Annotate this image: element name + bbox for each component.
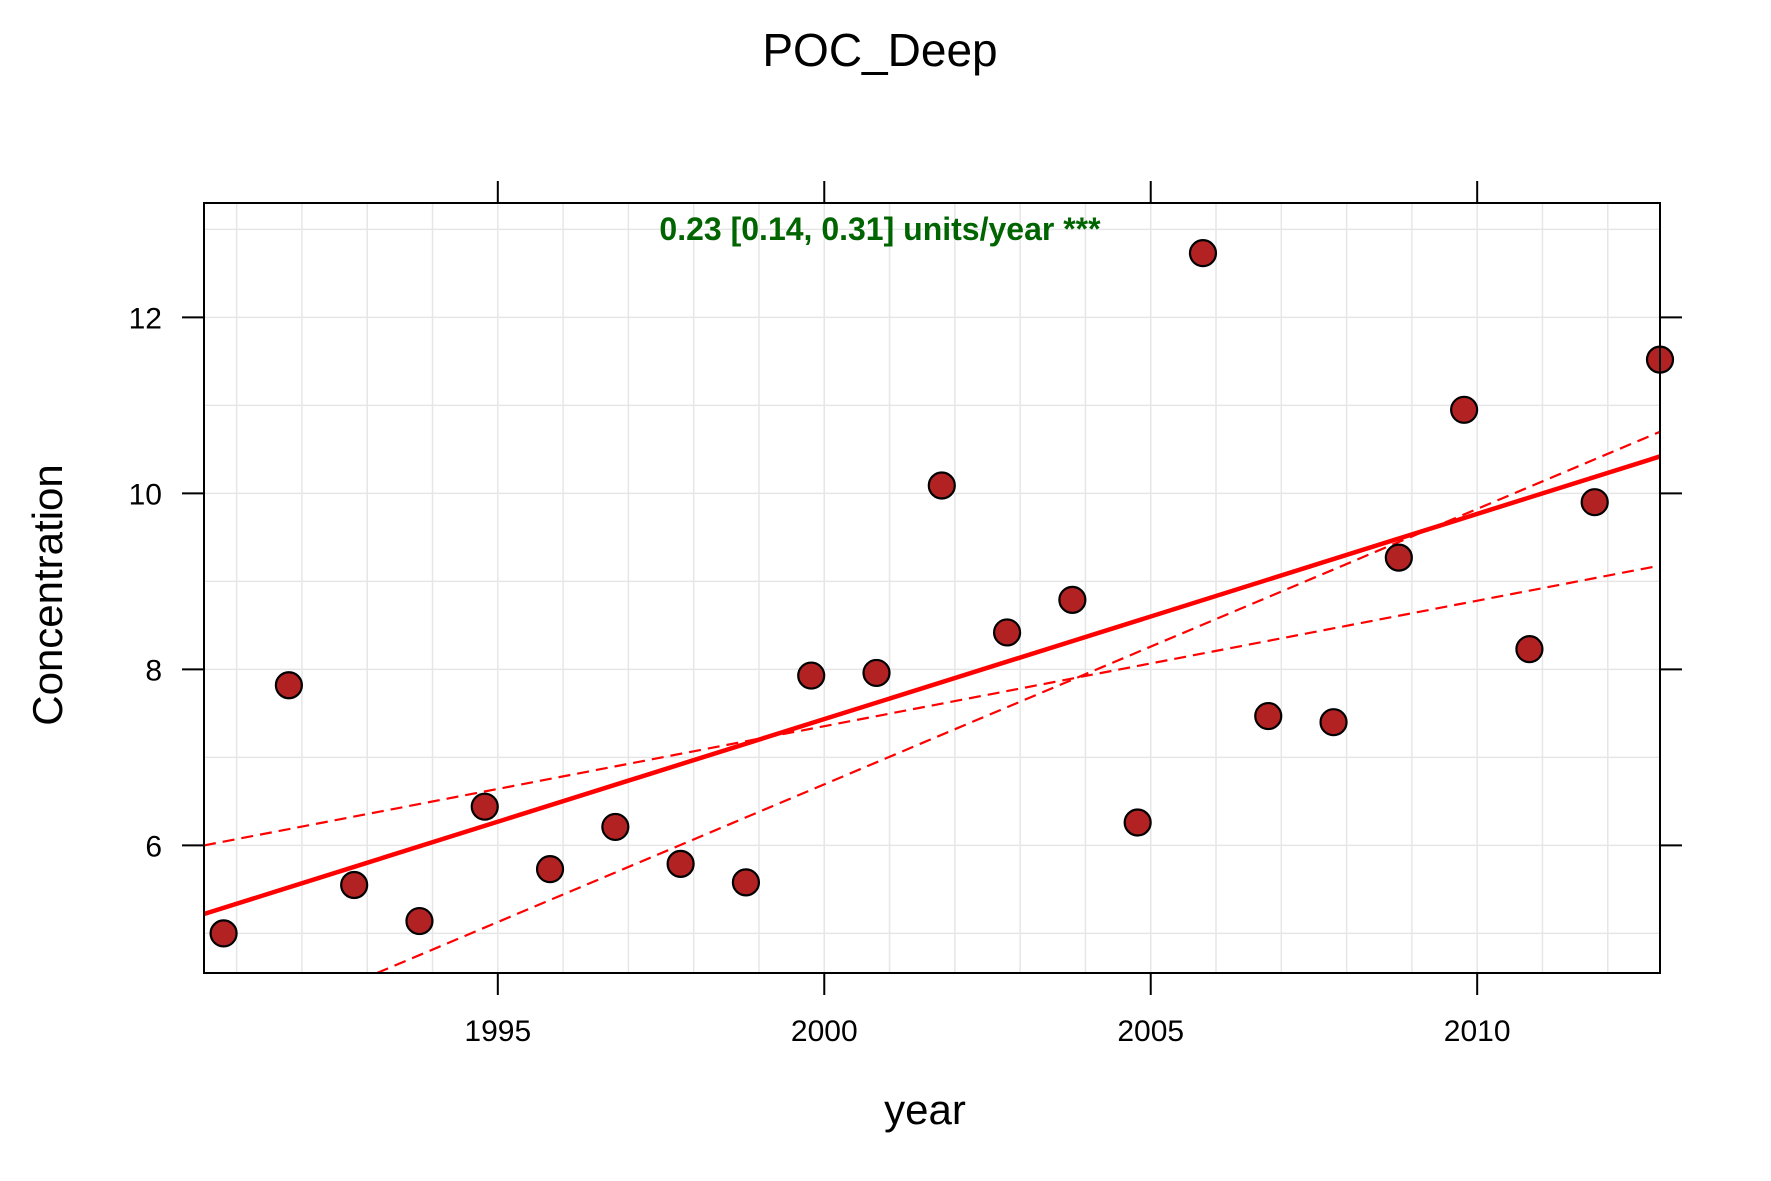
confidence-line-lower [203,564,1661,847]
x-tick-label: 2005 [1117,1015,1184,1048]
data-point [209,919,238,948]
y-tick-label: 10 [129,478,162,511]
trend-annotation: 0.23 [0.14, 0.31] units/year *** [659,211,1101,247]
data-point [274,671,303,700]
data-point [340,870,369,900]
trend-line [203,454,1661,917]
plot-frame [203,202,1661,974]
data-point [1450,395,1479,424]
data-point [731,868,761,897]
x-tick-label: 2000 [791,1015,858,1048]
data-point [1123,808,1152,837]
data-point [1515,635,1544,664]
data-point [601,812,630,842]
y-axis-label: Concentration [24,464,71,726]
chart-title: POC_Deep [762,24,997,76]
data-point [1580,488,1609,517]
axis-ticks: 1995 2000 2005 2010 6 8 10 12 [129,181,1682,1048]
data-point [1058,585,1087,614]
data-point [1319,708,1348,737]
data-point [797,661,826,690]
data-point [1384,543,1413,572]
grid-lines [204,203,1660,973]
trend-lines [203,430,1661,975]
y-tick-label: 8 [145,654,162,687]
data-point [470,792,499,821]
data-point [666,849,695,878]
data-point [1254,701,1283,731]
data-points [209,239,1675,948]
data-point [1188,239,1218,268]
y-tick-label: 12 [129,302,162,335]
data-point [927,471,956,500]
x-tick-label: 1995 [464,1015,531,1048]
data-point [862,658,891,688]
data-point [405,906,434,936]
data-point [992,618,1022,647]
confidence-line-upper [376,430,1661,975]
y-tick-label: 6 [145,830,162,863]
x-tick-label: 2010 [1444,1015,1511,1048]
data-point [535,855,565,884]
x-axis-label: year [884,1086,966,1133]
